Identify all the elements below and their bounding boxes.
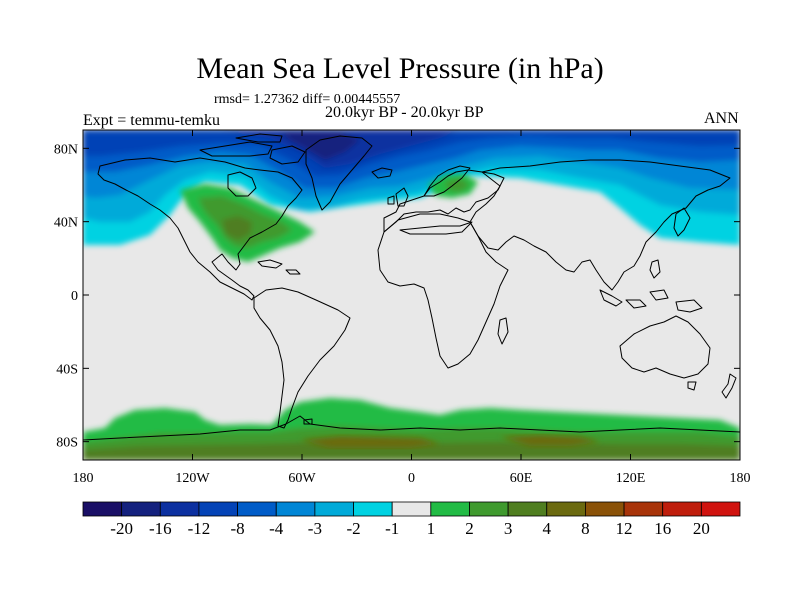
plot-title: Mean Sea Level Pressure (in hPa) — [196, 52, 604, 85]
colorbar-label: 8 — [581, 519, 590, 538]
coastline-africa — [377, 213, 509, 369]
season-label: ANN — [704, 110, 739, 127]
coastline-hudson-bay — [227, 171, 257, 197]
contour-neg-7 — [280, 132, 360, 160]
colorbar-swatch — [430, 501, 470, 517]
coastline-philippines — [649, 259, 661, 279]
longitude-axis: 180 120W 60W 0 60E 120E 180 — [73, 130, 751, 486]
lon-tick-label: 120W — [175, 471, 210, 486]
colorbar: -20 -16 -12 -8 -4 -3 -2 -1 1 2 3 4 8 12 16 20 — [82, 501, 741, 538]
colorbar-swatch — [314, 501, 354, 517]
colorbar-label: -20 — [110, 519, 133, 538]
colorbar-label: -4 — [269, 519, 284, 538]
lat-tick-label: 40N — [54, 216, 78, 231]
colorbar-swatch — [121, 501, 161, 517]
lat-tick-label: 40S — [56, 362, 78, 377]
colorbar-swatch — [623, 501, 664, 517]
map-field — [83, 130, 740, 460]
contour-pos-eu-2 — [445, 178, 470, 192]
colorbar-swatch — [546, 501, 586, 517]
colorbar-label: -2 — [346, 519, 360, 538]
lat-tick-label: 0 — [71, 289, 78, 304]
period-label: 20.0kyr BP - 20.0kyr BP — [325, 104, 484, 121]
coastline-new-zealand — [721, 373, 737, 399]
coastline-asia — [469, 159, 731, 291]
colorbar-label: -12 — [188, 519, 211, 538]
colorbar-label: 4 — [543, 519, 552, 538]
colorbar-label: 1 — [427, 519, 436, 538]
coastlines — [83, 133, 740, 441]
latitude-axis: 80N 40N 0 40S 80S — [54, 142, 740, 451]
lon-tick-label: 0 — [408, 471, 415, 486]
coastline-canadian-archipelago — [199, 133, 306, 165]
colorbar-swatch — [198, 501, 238, 517]
colorbar-label: -3 — [308, 519, 322, 538]
stats-label: rmsd= 1.27362 diff= 0.00445557 — [214, 92, 401, 107]
colorbar-swatch — [507, 501, 548, 517]
coastline-caribbean — [257, 259, 301, 275]
coastline-scandinavia — [423, 165, 471, 197]
colorbar-swatch — [82, 501, 123, 517]
colorbar-swatch — [700, 501, 741, 517]
colorbar-label: 20 — [693, 519, 710, 538]
contour-neg-5 — [83, 130, 740, 176]
lon-tick-label: 180 — [73, 471, 94, 486]
coastline-europe — [383, 169, 505, 233]
colorbar-swatch — [237, 501, 277, 517]
coastline-indonesia — [599, 289, 703, 313]
colorbar-swatch — [353, 501, 393, 517]
experiment-label: Expt = temmu-temku — [83, 112, 220, 129]
coastline-tasmania — [687, 381, 697, 391]
coastline-iceland — [371, 167, 393, 179]
colorbar-label: -8 — [231, 519, 245, 538]
lon-tick-label: 60E — [510, 471, 533, 486]
lat-tick-label: 80S — [56, 436, 78, 451]
lon-tick-label: 180 — [730, 471, 751, 486]
colorbar-swatch — [159, 501, 200, 517]
coastline-british-isles — [387, 187, 409, 207]
colorbar-label: -1 — [385, 519, 399, 538]
coastline-australia — [619, 315, 711, 379]
coastline-mediterranean — [399, 221, 473, 235]
colorbar-swatch — [662, 501, 702, 517]
colorbar-swatch — [469, 501, 509, 517]
colorbar-label: 12 — [616, 519, 633, 538]
lon-tick-label: 120E — [616, 471, 646, 486]
colorbar-swatch — [391, 501, 432, 517]
colorbar-label: 16 — [654, 519, 671, 538]
contour-pos-s-5 — [500, 435, 600, 446]
contour-pos-s-3 — [83, 442, 740, 460]
colorbar-label: 2 — [465, 519, 474, 538]
coastline-madagascar — [497, 317, 509, 345]
colorbar-swatch — [275, 501, 316, 517]
colorbar-swatch — [585, 501, 625, 517]
lat-tick-label: 80N — [54, 142, 78, 157]
colorbar-label: -16 — [149, 519, 172, 538]
coastline-south-america — [253, 287, 351, 429]
coastline-japan — [673, 207, 691, 237]
coastline-north-america — [97, 157, 303, 301]
lon-tick-label: 60W — [288, 471, 316, 486]
contour-neg-4 — [83, 130, 740, 188]
contour-pos-s-4 — [300, 436, 440, 448]
coastline-antarctica — [83, 415, 740, 441]
colorbar-label: 3 — [504, 519, 513, 538]
contour-pos-na-3 — [222, 216, 252, 240]
coastline-greenland — [305, 135, 373, 211]
